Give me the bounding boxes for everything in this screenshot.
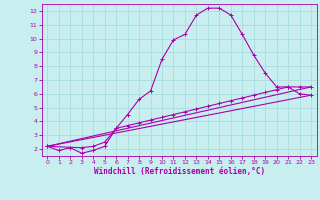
X-axis label: Windchill (Refroidissement éolien,°C): Windchill (Refroidissement éolien,°C) [94, 167, 265, 176]
